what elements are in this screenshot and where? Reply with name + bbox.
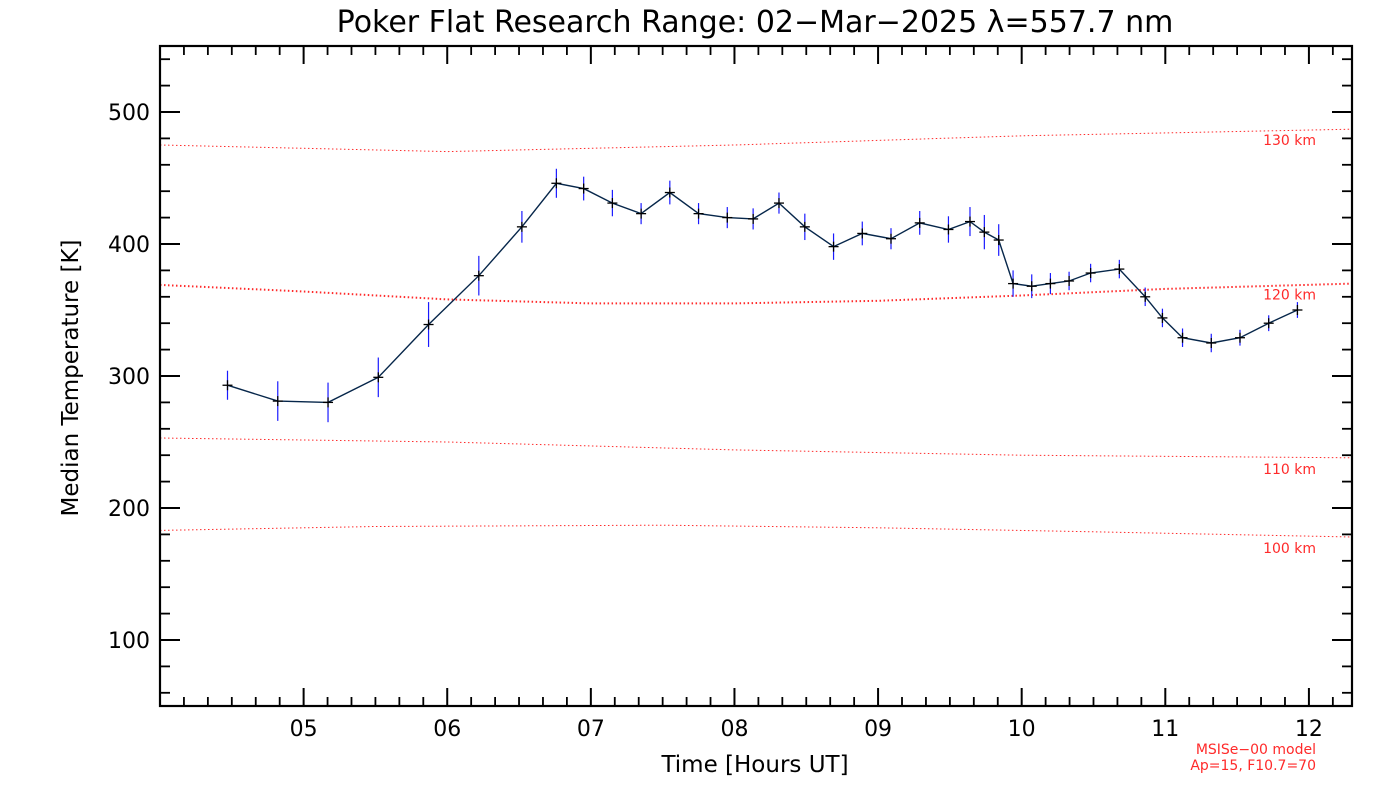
data-point — [828, 241, 839, 252]
data-point — [993, 235, 1004, 246]
data-point — [799, 221, 810, 232]
data-point — [1064, 275, 1075, 286]
data-point — [1026, 281, 1037, 292]
model-curve-label: 120 km — [1263, 288, 1316, 304]
x-tick-label: 12 — [1295, 717, 1323, 742]
x-tick-label: 05 — [290, 717, 318, 742]
data-point — [1008, 278, 1019, 289]
data-point — [1234, 332, 1245, 343]
y-tick-label: 100 — [108, 629, 150, 654]
model-curve-label: 110 km — [1263, 462, 1316, 478]
data-point — [857, 228, 868, 239]
plot-frame — [158, 44, 1354, 708]
data-point — [1263, 318, 1274, 329]
data-point — [551, 178, 562, 189]
data-point — [323, 397, 334, 408]
model-curve-120km — [159, 282, 1353, 305]
data-point — [664, 187, 675, 198]
x-tick-label: 10 — [1008, 717, 1036, 742]
model-curve-130km — [159, 128, 1353, 153]
data-point — [1114, 264, 1125, 275]
y-axis-title: Median Temperature [K] — [58, 240, 84, 517]
series-line — [227, 182, 1298, 404]
x-tick-label: 06 — [433, 717, 461, 742]
y-tick-label: 500 — [108, 101, 150, 126]
model-curve-110km — [159, 437, 1353, 459]
data-point — [1085, 268, 1096, 279]
data-point — [1045, 278, 1056, 289]
x-tick-label: 07 — [577, 717, 605, 742]
data-point — [1157, 312, 1168, 323]
data-point — [943, 224, 954, 235]
model-curve-100km — [159, 524, 1353, 538]
model-curve-label: 100 km — [1263, 541, 1316, 557]
x-tick-label: 09 — [864, 717, 892, 742]
data-point — [1177, 332, 1188, 343]
data-point — [748, 213, 759, 224]
data-point — [722, 212, 733, 223]
data-point — [1292, 305, 1303, 315]
data-point — [1140, 291, 1151, 302]
data-point — [423, 319, 434, 330]
data-point — [885, 233, 896, 244]
data-point — [578, 183, 589, 194]
model-note-line-1: MSISe−00 model — [1196, 742, 1316, 758]
data-point — [272, 396, 283, 407]
x-axis-title: Time [Hours UT] — [660, 752, 848, 778]
data-point — [222, 380, 233, 391]
data-point — [636, 208, 647, 219]
model-note-line-2: Ap=15, F10.7=70 — [1190, 758, 1316, 774]
data-point — [473, 270, 484, 281]
data-point — [516, 221, 527, 232]
data-point — [914, 217, 925, 228]
y-tick-label: 300 — [108, 365, 150, 390]
model-curves: 130 km 120 km 110 km 100 km — [159, 128, 1353, 557]
data-point — [693, 208, 704, 219]
x-tick-label: 11 — [1151, 717, 1179, 742]
data-point — [1206, 338, 1217, 348]
model-curve-label: 130 km — [1263, 133, 1316, 149]
axes: 05 06 07 08 09 10 11 12 100 200 300 400 500 — [108, 44, 1354, 742]
data-point — [607, 198, 618, 209]
y-tick-label: 400 — [108, 233, 150, 258]
data-point — [964, 216, 975, 227]
chart-title: Poker Flat Research Range: 02−Mar−2025 λ… — [337, 5, 1174, 40]
data-point — [979, 227, 990, 238]
data-series — [222, 168, 1303, 423]
data-point — [373, 372, 384, 383]
y-tick-label: 200 — [108, 497, 150, 522]
x-tick-label: 08 — [720, 717, 748, 742]
data-point — [773, 198, 784, 209]
